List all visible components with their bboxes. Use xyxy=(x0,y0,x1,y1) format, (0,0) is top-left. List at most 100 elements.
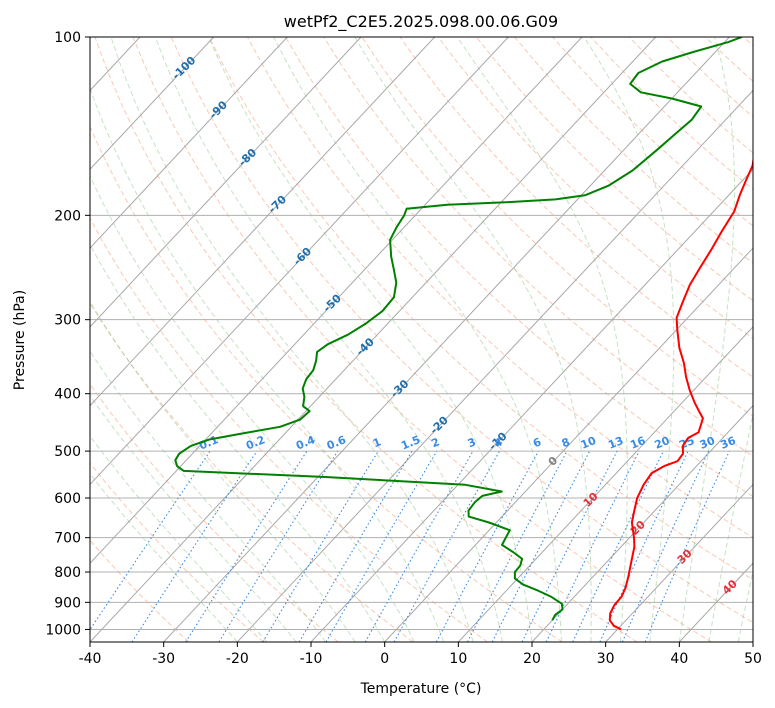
temperature-profile-line xyxy=(608,156,753,631)
y-axis-ticks: 100 200 300 400 500 600 700 800 900 1000 xyxy=(45,30,90,638)
isotherm-line xyxy=(531,404,753,642)
mixing-ratio-line xyxy=(599,450,689,642)
dry-adiabat-line xyxy=(437,37,753,340)
moist-adiabat-line xyxy=(90,473,238,642)
mixing-ratio-line xyxy=(467,450,568,642)
isotherm-line xyxy=(90,37,288,249)
mixing-ratio-label: 16 xyxy=(628,434,647,452)
mixing-ratio-label: 8 xyxy=(560,435,572,450)
mixing-ratio-line xyxy=(90,450,211,631)
mixing-ratio-line xyxy=(644,450,730,642)
mixing-ratio-label: 6 xyxy=(531,435,543,450)
dry-adiabat-line xyxy=(90,302,414,642)
x-tick-label: 30 xyxy=(597,651,615,667)
x-tick-label: 40 xyxy=(670,651,688,667)
y-tick-label: 500 xyxy=(54,444,81,460)
moist-adiabat-line xyxy=(90,435,268,642)
dry-adiabat-line xyxy=(90,217,488,642)
mixing-ratio-label: 25 xyxy=(677,434,696,452)
dry-adiabat-line xyxy=(90,539,190,642)
dry-adiabat-line xyxy=(399,37,753,378)
x-tick-label: 0 xyxy=(380,651,389,667)
mixing-ratio-line xyxy=(621,450,710,642)
dry-adiabat-line xyxy=(323,37,753,457)
moist-adiabat-line xyxy=(737,568,753,642)
isotherm-line xyxy=(0,37,66,642)
mixing-ratio-line xyxy=(393,450,501,642)
mixing-ratio-label: 20 xyxy=(653,434,672,452)
chart-title: wetPf2_C2E5.2025.098.00.06.G09 xyxy=(284,12,558,32)
moist-adiabat-line xyxy=(678,37,736,642)
mixing-ratio-label: 36 xyxy=(719,434,738,452)
isotherm-line xyxy=(457,326,753,642)
y-tick-label: 700 xyxy=(54,531,81,547)
x-tick-label: 50 xyxy=(744,651,762,667)
isotherm-line xyxy=(90,37,583,564)
y-tick-label: 600 xyxy=(54,491,81,507)
moist-adiabat-line xyxy=(90,243,386,642)
x-tick-label: -20 xyxy=(226,651,249,667)
series-lines xyxy=(174,37,753,631)
mixing-ratio-label: 30 xyxy=(698,434,717,452)
moist-adiabat-line xyxy=(456,37,628,642)
isotherm-line xyxy=(605,483,753,642)
mixing-ratio-label: 10 xyxy=(579,434,598,452)
isotherm-line xyxy=(90,37,657,642)
mixing-ratio-line xyxy=(218,450,339,642)
isotherm-line xyxy=(678,562,753,642)
dry-adiabat-line xyxy=(94,37,638,642)
mixing-ratio-label: 2 xyxy=(430,435,442,450)
dry-adiabat-line xyxy=(743,37,753,47)
moist-adiabat-line xyxy=(154,37,503,642)
isotherm-line xyxy=(90,37,215,171)
mixing-ratio-label: 1.5 xyxy=(399,433,422,452)
isotherm-line xyxy=(90,37,362,328)
mixing-ratio-label: 0.6 xyxy=(325,433,348,452)
x-tick-label: -30 xyxy=(152,651,175,667)
grid-lines xyxy=(0,37,753,642)
mixing-ratio-label: 1 xyxy=(371,435,383,450)
mixing-ratio-line xyxy=(521,450,618,642)
mixing-ratio-line xyxy=(262,450,379,642)
y-tick-label: 800 xyxy=(54,565,81,581)
dewpoint-profile-line xyxy=(174,37,743,621)
isotherm-line xyxy=(90,37,509,486)
y-tick-label: 100 xyxy=(54,30,81,46)
mixing-ratio-label: 13 xyxy=(606,434,625,452)
isotherm-line xyxy=(236,89,753,642)
mixing-ratio-line xyxy=(572,450,664,642)
moist-adiabat-line xyxy=(208,37,533,642)
background-lines xyxy=(90,37,753,642)
dry-adiabat-line xyxy=(132,37,712,642)
isotherm-line xyxy=(384,247,753,642)
y-tick-label: 1000 xyxy=(45,622,81,638)
mixing-ratio-lines xyxy=(90,450,730,642)
moist-adiabat-line xyxy=(273,37,562,642)
dry-adiabat-line xyxy=(285,37,753,498)
mixing-ratio-line xyxy=(298,450,413,642)
x-tick-label: 10 xyxy=(449,651,467,667)
dry-adiabat-line xyxy=(90,383,339,642)
x-tick-label: 20 xyxy=(523,651,541,667)
x-tick-label: -10 xyxy=(300,651,323,667)
mixing-ratio-label: 0.4 xyxy=(294,433,317,452)
y-axis-label: Pressure (hPa) xyxy=(12,290,28,390)
mixing-ratio-label: 3 xyxy=(466,435,478,450)
dry-adiabat-line xyxy=(170,37,753,624)
moist-adiabat-line xyxy=(90,300,356,642)
y-tick-label: 900 xyxy=(54,595,81,611)
x-axis-label: Temperature (°C) xyxy=(360,681,482,697)
isotherm-line xyxy=(752,641,753,642)
isotherm-line xyxy=(163,37,730,642)
isotherm-line xyxy=(90,37,436,407)
moist-adiabat-line xyxy=(583,37,675,642)
moist-adiabat-line xyxy=(90,86,445,642)
dry-adiabat-line xyxy=(90,125,563,642)
moist-adiabat-line xyxy=(90,174,415,642)
dry-adiabat-line xyxy=(90,462,264,642)
moist-adiabat-line xyxy=(708,412,753,642)
dry-adiabat-line xyxy=(705,37,753,82)
moist-adiabat-line xyxy=(354,37,592,642)
moist-adiabat-line xyxy=(90,350,327,642)
